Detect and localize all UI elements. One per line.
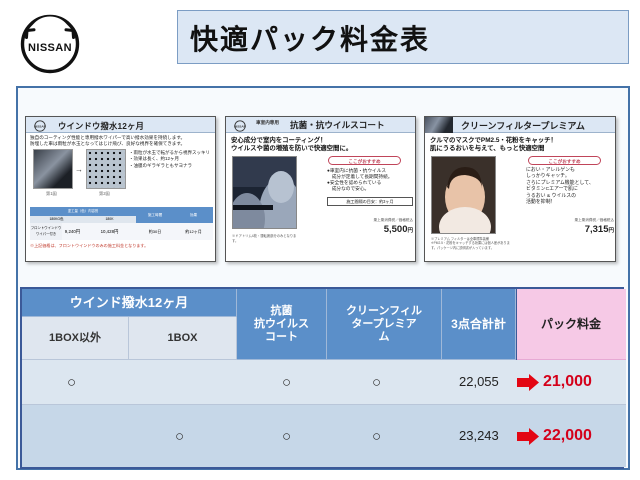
svg-text:NISSAN: NISSAN — [234, 125, 246, 129]
svg-text:NISSAN: NISSAN — [28, 42, 72, 54]
svg-text:NISSAN: NISSAN — [34, 125, 46, 129]
